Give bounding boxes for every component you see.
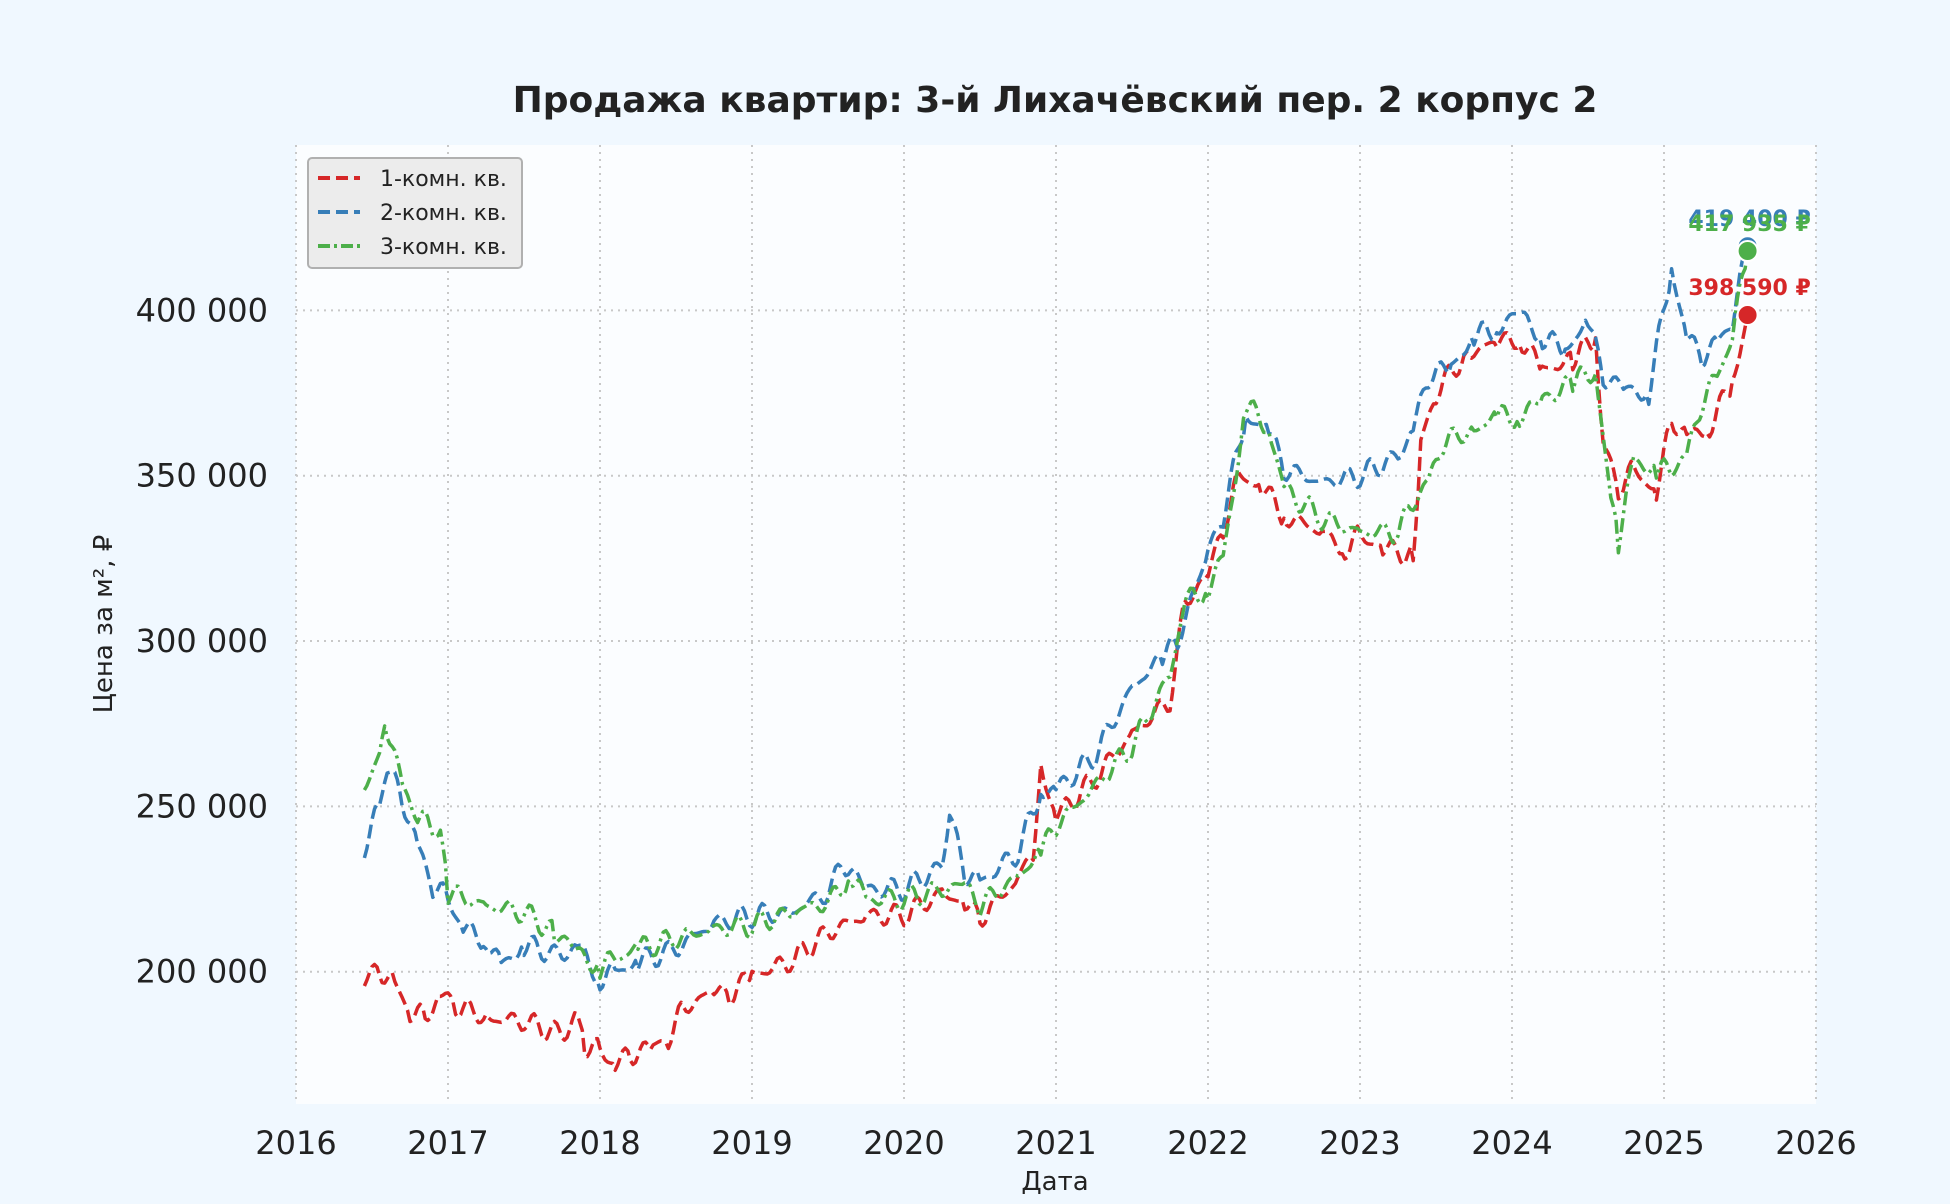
x-tick-label: 2021: [1015, 1124, 1096, 1162]
legend-item: 3-комн. кв.: [318, 235, 507, 260]
chart-title: Продажа квартир: 3-й Лихачёвский пер. 2 …: [513, 80, 1598, 121]
series-line: [362, 250, 1750, 980]
grid: [295, 145, 1817, 1104]
y-tick-label: 400 000: [136, 291, 268, 329]
y-axis-label: Цена за м², ₽: [89, 535, 119, 714]
y-tick-label: 300 000: [136, 622, 268, 660]
legend: 1-комн. кв. 2-комн. кв. 3-комн. кв.: [307, 157, 523, 269]
series-line: [362, 245, 1750, 992]
last-value-label: 417 935 ₽: [1688, 212, 1810, 237]
x-tick-label: 2025: [1623, 1124, 1704, 1162]
series-line: [362, 314, 1750, 1073]
y-tick-label: 250 000: [136, 787, 268, 825]
legend-item: 1-комн. кв.: [318, 167, 507, 192]
x-tick-label: 2020: [863, 1124, 944, 1162]
y-tick-label: 200 000: [136, 953, 268, 991]
legend-item: 2-комн. кв.: [318, 201, 507, 226]
x-tick-label: 2023: [1319, 1124, 1400, 1162]
end-markers: 398 590 ₽ 419 400 ₽417 935 ₽: [1688, 207, 1811, 327]
x-tick-label: 2017: [407, 1124, 488, 1162]
last-value-label: 419 400 ₽: [1688, 207, 1810, 232]
axis-ticks: 2016 2017 2018 2019 2020 2021 2022 2023 2024 2025…: [136, 291, 1857, 1162]
last-value-marker: [1736, 240, 1759, 263]
legend-label: 2-комн. кв.: [380, 201, 507, 226]
legend-box: [307, 157, 523, 269]
legend-label: 1-комн. кв.: [380, 167, 507, 192]
series-lines: [362, 245, 1750, 1073]
legend-label: 3-комн. кв.: [380, 235, 507, 260]
x-tick-label: 2016: [255, 1124, 336, 1162]
y-tick-label: 350 000: [136, 457, 268, 495]
last-value-marker: [1736, 304, 1759, 327]
x-axis-label: Дата: [1021, 1167, 1088, 1197]
x-tick-label: 2018: [559, 1124, 640, 1162]
x-tick-label: 2022: [1167, 1124, 1248, 1162]
x-tick-label: 2026: [1775, 1124, 1856, 1162]
plot-area: [296, 145, 1816, 1104]
x-tick-label: 2024: [1471, 1124, 1552, 1162]
last-value-label: 398 590 ₽: [1688, 276, 1810, 301]
x-tick-label: 2019: [711, 1124, 792, 1162]
